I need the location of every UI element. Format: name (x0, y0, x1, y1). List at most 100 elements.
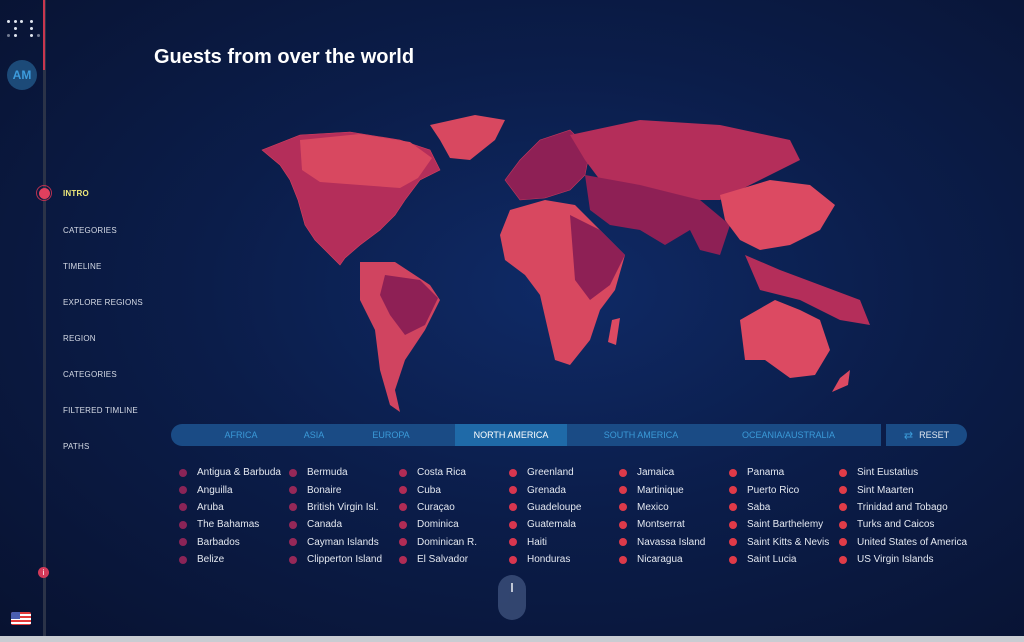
country-dot-icon (729, 520, 737, 529)
country-item[interactable]: Saint Lucia (729, 551, 839, 568)
country-item[interactable]: Trinidad and Tobago (839, 499, 949, 516)
nav-filtered-timeline[interactable]: FILTERED TIMLINE (63, 406, 138, 415)
country-item[interactable]: El Salvador (399, 551, 509, 568)
country-item[interactable]: Aruba (179, 499, 289, 516)
timeline-rail[interactable] (43, 0, 46, 636)
tab-europa[interactable]: EUROPA (372, 430, 410, 440)
country-name: Panama (747, 467, 785, 479)
nav-intro[interactable]: INTRO (63, 189, 89, 198)
country-item[interactable]: Martinique (619, 481, 729, 498)
avatar[interactable]: AM (7, 60, 37, 90)
country-item[interactable]: Sint Eustatius (839, 464, 949, 481)
country-item[interactable]: Jamaica (619, 464, 729, 481)
country-item[interactable]: Greenland (509, 464, 619, 481)
timeline-progress (43, 0, 45, 70)
country-name: Haiti (527, 536, 548, 548)
country-name: Costa Rica (417, 467, 466, 479)
country-item[interactable]: Cuba (399, 481, 509, 498)
country-name: Anguilla (197, 484, 233, 496)
country-dot-icon (289, 538, 297, 547)
nav-categories[interactable]: CATEGORIES (63, 226, 117, 235)
country-dot-icon (179, 538, 187, 547)
country-dot-icon (509, 468, 517, 477)
country-name: Dominican R. (417, 536, 478, 548)
country-dot-icon (509, 555, 517, 564)
country-dot-icon (289, 468, 297, 477)
country-item[interactable]: Turks and Caicos (839, 516, 949, 533)
country-column: Greenland Grenada Guadeloupe Guatemala Haiti… (509, 464, 619, 568)
tab-north-america[interactable]: NORTH AMERICA (455, 424, 567, 446)
map-brazil (380, 275, 438, 335)
country-item[interactable]: Clipperton Island (289, 551, 399, 568)
country-item[interactable]: Guadeloupe (509, 499, 619, 516)
country-item[interactable]: Montserrat (619, 516, 729, 533)
country-item[interactable]: Nicaragua (619, 551, 729, 568)
country-name: Guadeloupe (527, 501, 582, 513)
country-dot-icon (729, 503, 737, 512)
country-item[interactable]: Saba (729, 499, 839, 516)
country-item[interactable]: Curaçao (399, 499, 509, 516)
country-item[interactable]: Belize (179, 551, 289, 568)
country-item[interactable]: Saint Kitts & Nevis (729, 534, 839, 551)
country-name: Saint Kitts & Nevis (747, 536, 830, 548)
country-dot-icon (729, 555, 737, 564)
country-item[interactable]: Costa Rica (399, 464, 509, 481)
country-item[interactable]: Navassa Island (619, 534, 729, 551)
country-item[interactable]: Haiti (509, 534, 619, 551)
reset-button[interactable]: ⇄ RESET (886, 424, 967, 446)
map-canada (300, 134, 432, 188)
tab-africa[interactable]: AFRICA (224, 430, 258, 440)
country-item[interactable]: United States of America (839, 534, 967, 551)
country-name: Bonaire (307, 484, 342, 496)
country-dot-icon (399, 468, 407, 477)
country-item[interactable]: Guatemala (509, 516, 619, 533)
country-item[interactable]: The Bahamas (179, 516, 289, 533)
country-item[interactable]: Dominica (399, 516, 509, 533)
nav-paths[interactable]: PATHS (63, 442, 90, 451)
nav-timeline[interactable]: TIMELINE (63, 262, 102, 271)
country-item[interactable]: Anguilla (179, 481, 289, 498)
country-item[interactable]: Cayman Islands (289, 534, 399, 551)
map-southeast-asia (745, 255, 870, 325)
map-madagascar (608, 318, 620, 345)
country-item[interactable]: US Virgin Islands (839, 551, 949, 568)
country-item[interactable]: Bonaire (289, 481, 399, 498)
country-name: Saint Barthelemy (747, 519, 824, 531)
country-item[interactable]: Antigua & Barbuda (179, 464, 289, 481)
country-dot-icon (399, 520, 407, 529)
nav-explore-regions[interactable]: EXPLORE REGIONS (63, 298, 143, 307)
country-item[interactable]: Barbados (179, 534, 289, 551)
country-item[interactable]: Sint Maarten (839, 481, 949, 498)
country-column: Bermuda Bonaire British Virgin Isl. Canada C… (289, 464, 399, 568)
country-item[interactable]: Honduras (509, 551, 619, 568)
country-item[interactable]: Grenada (509, 481, 619, 498)
country-item[interactable]: Mexico (619, 499, 729, 516)
country-item[interactable]: Bermuda (289, 464, 399, 481)
tab-asia[interactable]: ASIA (303, 430, 325, 440)
country-name: Belize (197, 554, 225, 566)
nav-categories-2[interactable]: CATEGORIES (63, 370, 117, 379)
us-flag-icon[interactable] (11, 612, 31, 625)
country-dot-icon (839, 486, 847, 495)
timeline-current-marker[interactable] (36, 185, 52, 201)
country-item[interactable]: Canada (289, 516, 399, 533)
page-title: Guests from over the world (154, 46, 415, 68)
country-item[interactable]: Saint Barthelemy (729, 516, 839, 533)
country-item[interactable]: Panama (729, 464, 839, 481)
country-item[interactable]: Dominican R. (399, 534, 509, 551)
country-dot-icon (179, 503, 187, 512)
app-logo[interactable] (6, 20, 40, 38)
bottom-bar (0, 636, 1024, 642)
country-name: The Bahamas (197, 519, 260, 531)
world-map[interactable] (250, 110, 890, 420)
tab-oceania-australia[interactable]: OCEANIA/AUSTRALIA (741, 430, 836, 440)
country-dot-icon (509, 486, 517, 495)
country-dot-icon (839, 503, 847, 512)
scroll-mouse-icon[interactable] (498, 575, 526, 620)
country-item[interactable]: Puerto Rico (729, 481, 839, 498)
info-icon[interactable]: i (38, 567, 49, 578)
country-name: Sint Maarten (857, 484, 914, 496)
nav-region[interactable]: REGION (63, 334, 96, 343)
country-item[interactable]: British Virgin Isl. (289, 499, 399, 516)
tab-south-america[interactable]: SOUTH AMERICA (603, 430, 679, 440)
